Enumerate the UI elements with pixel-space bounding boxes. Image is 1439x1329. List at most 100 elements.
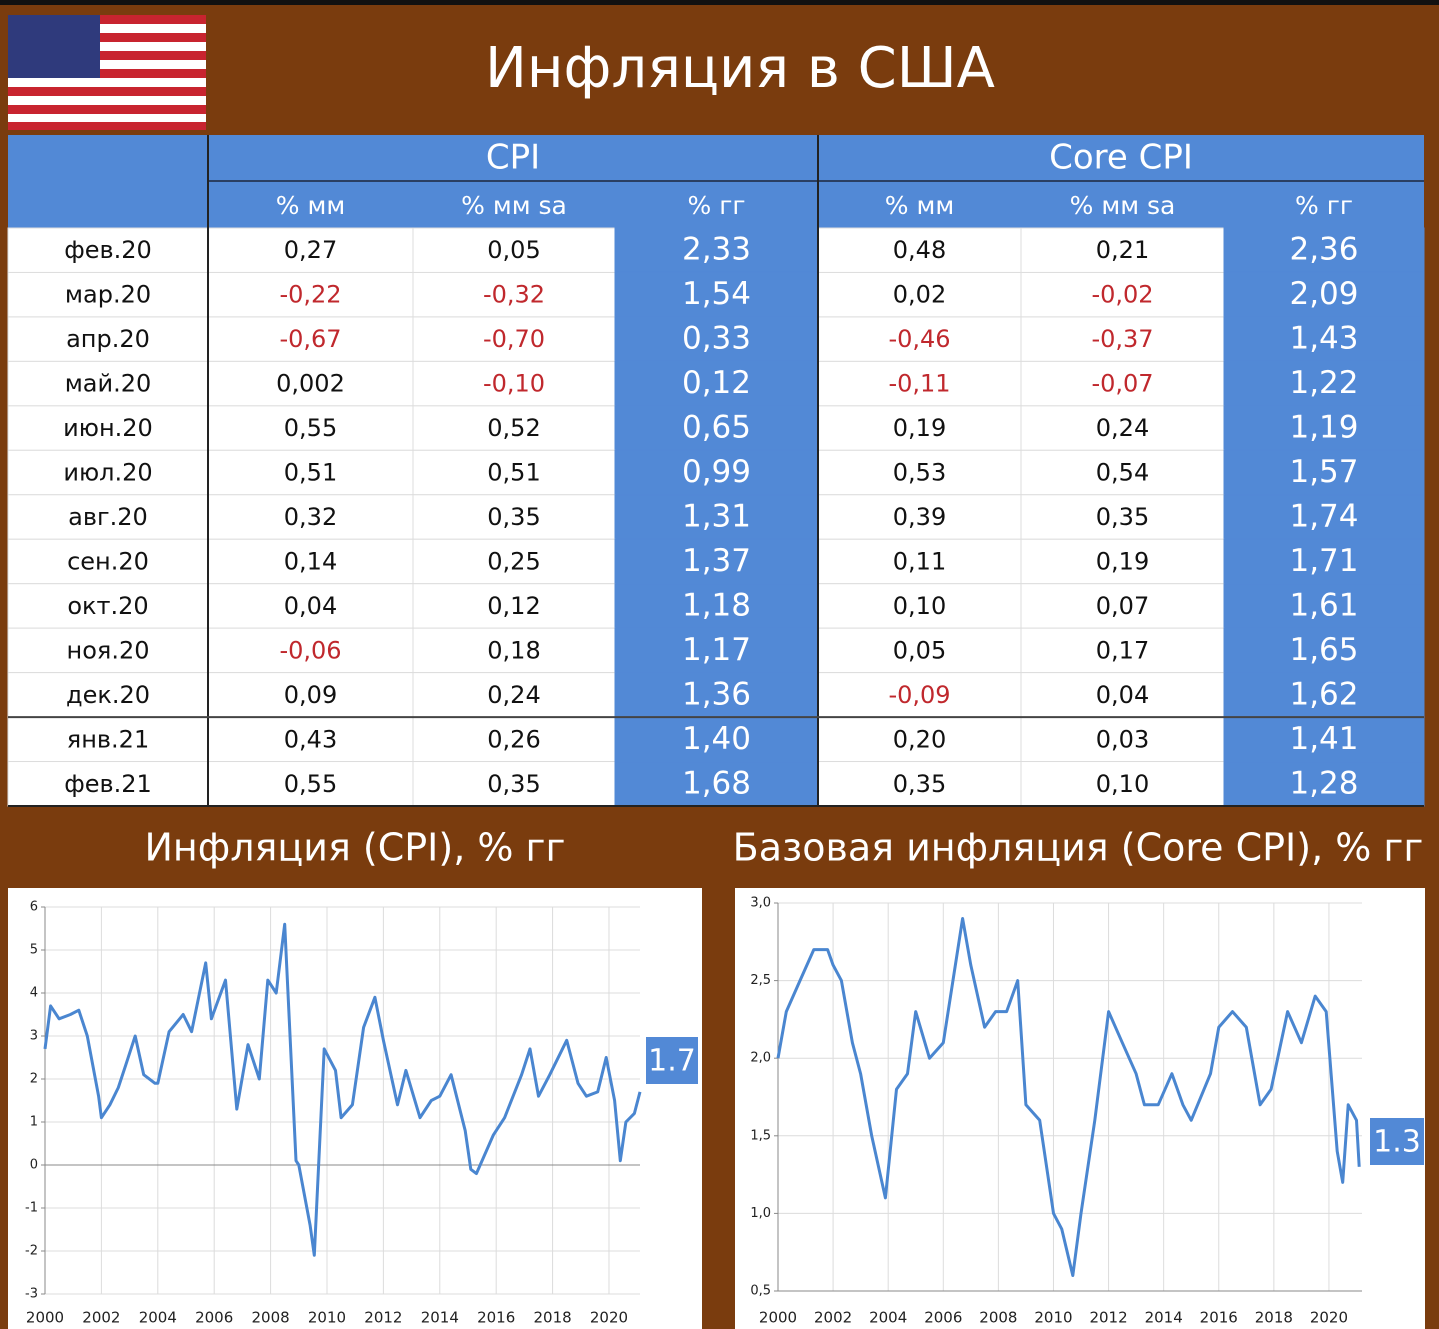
table-cell xyxy=(1020,316,1225,362)
table-cell xyxy=(1223,271,1425,318)
table-value: 1,71 xyxy=(1289,543,1358,579)
table-cell xyxy=(207,227,414,273)
x-tick-label: 2002 xyxy=(814,1309,852,1327)
table-cell xyxy=(412,583,616,629)
table-cell xyxy=(1020,449,1225,496)
y-tick-label: 5 xyxy=(30,943,38,958)
table-cell xyxy=(1223,494,1425,540)
table-value: 1,68 xyxy=(682,765,751,801)
table-cell xyxy=(614,716,819,763)
table-value: 0,35 xyxy=(487,770,540,798)
row-label: фев.21 xyxy=(64,770,152,798)
x-tick-label: 2014 xyxy=(421,1309,459,1327)
table-cell xyxy=(1020,716,1225,763)
table-value: 0,03 xyxy=(1096,725,1149,753)
table-value: 0,33 xyxy=(682,321,751,357)
table-value: 2,33 xyxy=(682,232,751,268)
chart-title: Инфляция (CPI), % гг xyxy=(145,826,566,870)
table-value: -0,22 xyxy=(279,281,341,309)
table-cell xyxy=(817,271,1022,318)
y-tick-label: 2,0 xyxy=(750,1051,771,1066)
table-cell xyxy=(7,583,209,629)
table-value: 0,05 xyxy=(893,636,946,664)
table-value: 1,17 xyxy=(682,632,751,668)
table-cell xyxy=(614,627,819,674)
table-value: 1,28 xyxy=(1289,765,1358,801)
table-cell xyxy=(614,405,819,451)
table-cell xyxy=(1223,716,1425,763)
row-label: ноя.20 xyxy=(67,636,150,664)
table-cell xyxy=(207,627,414,674)
table-value: 0,02 xyxy=(893,281,946,309)
table-value: 0,17 xyxy=(1096,636,1149,664)
table-cell xyxy=(412,494,616,540)
x-tick-label: 2012 xyxy=(364,1309,402,1327)
x-tick-label: 2002 xyxy=(82,1309,120,1327)
row-label: фев.20 xyxy=(64,236,152,264)
table-cell xyxy=(207,583,414,629)
x-tick-label: 2020 xyxy=(1310,1309,1348,1327)
table-value: 0,04 xyxy=(284,592,337,620)
flag xyxy=(8,15,206,130)
x-tick-label: 2014 xyxy=(1145,1309,1183,1327)
table-value: 2,09 xyxy=(1289,276,1358,312)
table-value: 0,65 xyxy=(682,410,751,446)
top-strip xyxy=(0,0,1439,5)
table-value: 0,35 xyxy=(893,770,946,798)
table-cell xyxy=(817,405,1022,451)
group-header: CPI xyxy=(486,138,540,178)
table-value: 1,40 xyxy=(682,721,751,757)
row-label: дек.20 xyxy=(66,681,150,709)
row-label: сен.20 xyxy=(67,547,149,575)
table-value: 0,04 xyxy=(1096,681,1149,709)
table-cell xyxy=(412,672,616,718)
y-tick-label: -1 xyxy=(25,1201,38,1216)
table-value: -0,10 xyxy=(483,370,545,398)
table-cell xyxy=(207,316,414,362)
table-value: 0,20 xyxy=(893,725,946,753)
table-cell xyxy=(1223,583,1425,629)
chart-panel xyxy=(735,888,1425,1329)
table-value: 1,31 xyxy=(682,499,751,535)
x-tick-label: 2016 xyxy=(1200,1309,1238,1327)
table-cell xyxy=(7,449,209,496)
column-header: % гг xyxy=(688,191,746,220)
table-value: -0,46 xyxy=(888,325,950,353)
table-cell xyxy=(1223,316,1425,362)
table-value: 1,22 xyxy=(1289,365,1358,401)
row-label: июн.20 xyxy=(63,414,153,442)
row-label: июл.20 xyxy=(63,459,152,487)
table-cell xyxy=(817,538,1022,585)
table-value: 0,07 xyxy=(1096,592,1149,620)
table-value: 1,19 xyxy=(1289,410,1358,446)
column-header: % мм sa xyxy=(1070,191,1176,220)
chart-title: Базовая инфляция (Core CPI), % гг xyxy=(733,826,1424,870)
table-cell xyxy=(207,405,414,451)
table-value: 0,35 xyxy=(1096,503,1149,531)
y-tick-label: 2,5 xyxy=(750,973,771,988)
table-cell xyxy=(1223,627,1425,674)
table-value: 1,54 xyxy=(682,276,751,312)
y-tick-label: 0,5 xyxy=(750,1284,771,1299)
column-header: % мм sa xyxy=(461,191,567,220)
x-tick-label: 2008 xyxy=(979,1309,1017,1327)
row-label: окт.20 xyxy=(67,592,148,620)
row-label: апр.20 xyxy=(66,325,150,353)
x-tick-label: 2020 xyxy=(590,1309,628,1327)
annotation-box xyxy=(646,1037,698,1084)
table-cell xyxy=(207,538,414,585)
table-value: 0,12 xyxy=(682,365,751,401)
table-cell xyxy=(817,583,1022,629)
table-value: 0,51 xyxy=(284,459,337,487)
table-cell xyxy=(1020,494,1225,540)
table-value: -0,67 xyxy=(279,325,341,353)
table-value: 0,52 xyxy=(487,414,540,442)
row-label: мар.20 xyxy=(65,281,151,309)
table-cell xyxy=(207,494,414,540)
table-value: -0,02 xyxy=(1091,281,1153,309)
column-header: % мм xyxy=(885,191,954,220)
table-cell xyxy=(614,672,819,718)
y-tick-label: 3 xyxy=(30,1029,38,1044)
table-value: 0,48 xyxy=(893,236,946,264)
